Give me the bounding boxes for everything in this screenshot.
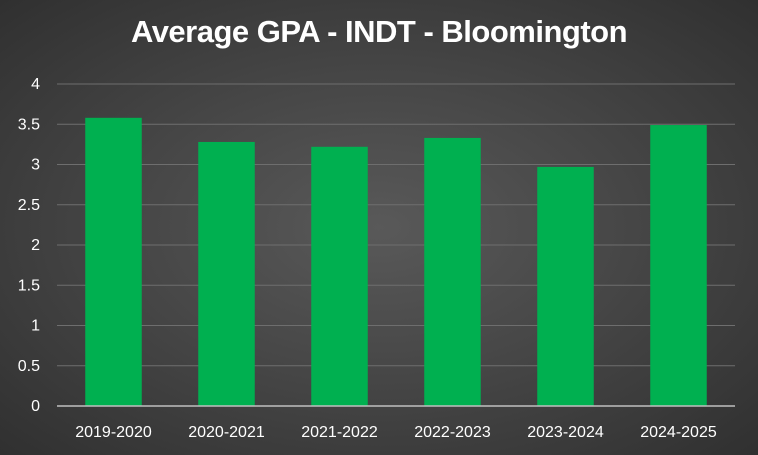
y-tick-label: 1 bbox=[31, 318, 40, 335]
y-tick-label: 0.5 bbox=[18, 358, 40, 375]
bar-2019-2020 bbox=[85, 117, 142, 406]
x-tick-label: 2020-2021 bbox=[188, 424, 265, 441]
chart-title: Average GPA - INDT - Bloomington bbox=[130, 14, 628, 49]
bar-2021-2022 bbox=[311, 146, 368, 407]
bar-2022-2023 bbox=[424, 137, 481, 406]
y-tick-label: 4 bbox=[31, 76, 40, 93]
x-tick-label: 2021-2022 bbox=[301, 424, 378, 441]
y-tick-label: 3 bbox=[31, 157, 40, 174]
y-axis-tick-labels: 0 0.5 1 1.5 2 2.5 3 3.5 4 bbox=[18, 76, 40, 415]
bars bbox=[85, 117, 707, 407]
y-tick-label: 2 bbox=[31, 237, 40, 254]
bar-2024-2025 bbox=[650, 125, 707, 407]
y-tick-label: 1.5 bbox=[18, 277, 40, 294]
y-tick-label: 2.5 bbox=[18, 197, 40, 214]
x-tick-label: 2022-2023 bbox=[414, 424, 491, 441]
x-tick-label: 2019-2020 bbox=[75, 424, 152, 441]
x-tick-label: 2024-2025 bbox=[640, 424, 717, 441]
y-tick-label: 0 bbox=[31, 398, 40, 415]
bar-2020-2021 bbox=[198, 141, 255, 406]
bar-2023-2024 bbox=[537, 166, 594, 406]
x-axis-tick-labels: 2019-2020 2020-2021 2021-2022 2022-2023 2023… bbox=[75, 424, 717, 441]
y-tick-label: 3.5 bbox=[18, 116, 40, 133]
x-tick-label: 2023-2024 bbox=[527, 424, 604, 441]
gridlines bbox=[57, 83, 735, 367]
